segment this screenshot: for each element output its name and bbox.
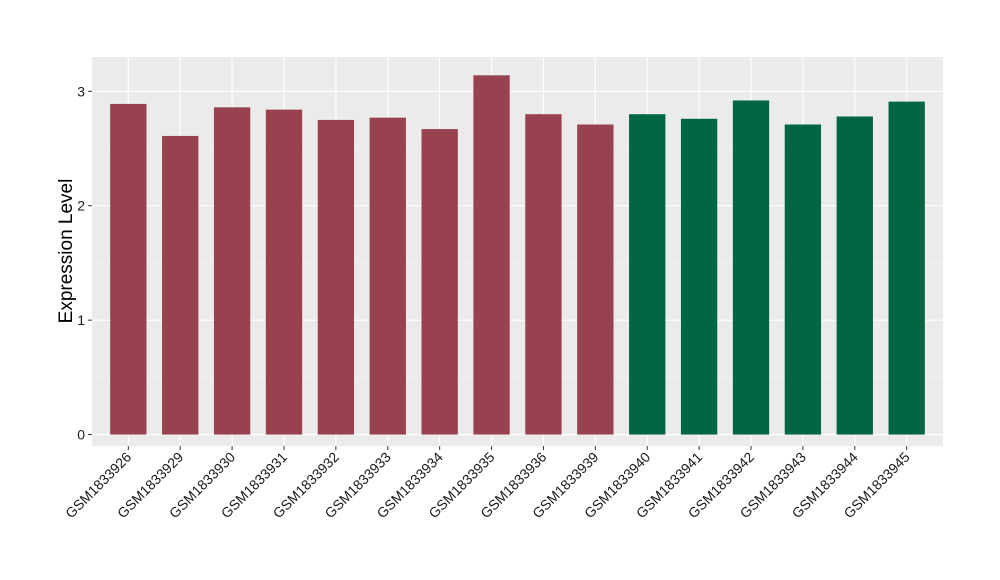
- y-tick-label: 0: [77, 427, 85, 443]
- bars: [110, 75, 925, 435]
- bar: [629, 114, 666, 435]
- bar: [421, 129, 458, 435]
- y-axis: 0 1 2 3: [77, 83, 92, 443]
- y-tick-label: 3: [77, 83, 85, 99]
- bar: [577, 124, 614, 435]
- y-tick-label: 1: [77, 312, 85, 328]
- bar: [525, 114, 562, 435]
- bar: [680, 118, 718, 435]
- bar: [317, 119, 355, 435]
- bar: [784, 124, 822, 435]
- bar: [369, 117, 406, 435]
- bar: [473, 75, 510, 435]
- y-tick-label: 2: [77, 198, 85, 214]
- x-axis: GSM1833926GSM1833929GSM1833930GSM1833931…: [62, 446, 913, 521]
- bar: [265, 109, 303, 435]
- bar: [213, 107, 251, 435]
- bar: [836, 116, 873, 435]
- bar: [110, 103, 147, 435]
- bar: [888, 101, 925, 435]
- bar: [732, 100, 770, 435]
- bar: [162, 135, 199, 435]
- y-axis-title: Expression Level: [56, 179, 77, 324]
